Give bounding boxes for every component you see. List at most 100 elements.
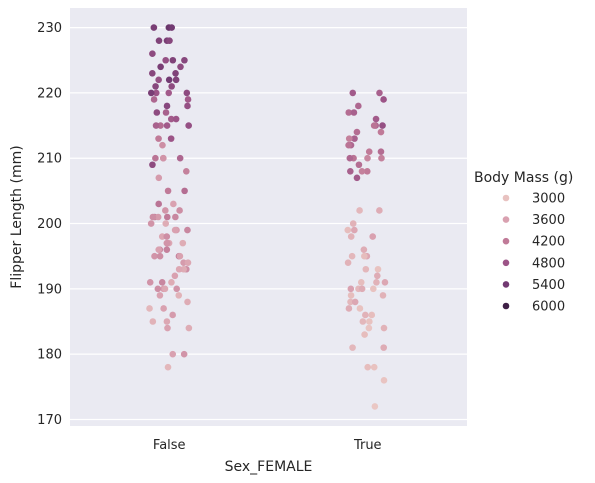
data-point <box>347 292 355 299</box>
data-point <box>374 265 382 273</box>
data-point <box>179 239 187 247</box>
data-point <box>345 135 353 142</box>
data-point <box>163 233 171 240</box>
data-point <box>356 207 363 214</box>
data-point <box>351 226 358 234</box>
data-point <box>351 298 359 306</box>
legend-swatch <box>502 302 510 310</box>
data-point <box>374 272 381 280</box>
data-point <box>149 70 156 77</box>
data-point <box>160 305 167 312</box>
data-point <box>161 285 169 293</box>
data-point <box>377 128 385 136</box>
y-tick-label: 230 <box>37 21 62 36</box>
data-point <box>366 318 373 325</box>
data-point <box>347 233 355 240</box>
data-point <box>151 252 158 260</box>
data-point <box>169 56 177 64</box>
data-point <box>146 279 154 286</box>
data-point <box>163 239 171 247</box>
data-point <box>361 252 368 260</box>
data-point <box>173 285 180 293</box>
data-point <box>156 252 164 260</box>
data-point <box>184 96 192 103</box>
legend-swatch <box>502 259 510 267</box>
legend: Body Mass (g) 3000 3600 4200 4800 5400 6000 <box>474 170 573 315</box>
y-tick-label: 220 <box>37 86 62 101</box>
data-point <box>180 350 188 358</box>
data-point <box>167 135 175 142</box>
data-point <box>349 89 357 97</box>
data-point <box>172 70 179 77</box>
data-point <box>163 102 171 110</box>
data-point <box>171 272 179 280</box>
data-point <box>371 403 379 410</box>
data-point <box>349 220 357 227</box>
data-point <box>379 292 387 299</box>
legend-swatch <box>502 194 510 202</box>
legend-label: 4200 <box>532 235 565 250</box>
data-point <box>184 102 191 110</box>
data-point <box>147 89 155 97</box>
data-point <box>380 344 388 351</box>
data-point <box>345 305 353 312</box>
y-tick-label: 170 <box>37 413 62 428</box>
x-tick-label: True <box>353 438 382 453</box>
data-point <box>353 174 361 182</box>
data-point <box>347 285 355 293</box>
data-point <box>159 154 167 162</box>
data-point <box>171 226 179 234</box>
data-point <box>150 24 158 31</box>
data-point <box>170 200 177 208</box>
data-point <box>162 220 170 227</box>
y-tick-label: 190 <box>37 282 62 297</box>
data-point <box>166 37 173 44</box>
data-point <box>184 298 191 306</box>
data-point <box>358 167 366 175</box>
data-point <box>344 226 352 234</box>
y-axis-ticks: 170 180 190 200 210 220 230 <box>37 21 62 428</box>
data-point <box>346 154 354 162</box>
data-point <box>380 324 388 332</box>
data-point <box>370 285 377 293</box>
data-point <box>165 89 173 97</box>
data-point <box>162 56 169 64</box>
data-point <box>359 318 367 325</box>
y-tick-label: 200 <box>37 217 62 232</box>
legend-swatch <box>502 237 510 245</box>
data-point <box>362 265 370 273</box>
x-axis-ticks: False True <box>153 438 382 453</box>
data-point <box>155 174 163 182</box>
data-point <box>176 207 183 214</box>
data-point <box>355 102 362 110</box>
data-point <box>351 135 358 142</box>
data-point <box>363 167 371 175</box>
data-point <box>152 89 160 97</box>
data-point <box>172 115 180 123</box>
data-point <box>156 292 164 299</box>
data-point <box>380 96 387 103</box>
data-point <box>364 154 371 162</box>
data-point <box>169 311 176 319</box>
data-point <box>356 305 364 312</box>
data-point <box>162 207 169 214</box>
data-point <box>163 213 171 221</box>
data-point <box>347 167 354 175</box>
data-point <box>155 135 162 142</box>
data-point <box>345 109 353 116</box>
data-point <box>167 115 175 123</box>
data-point <box>175 292 183 299</box>
data-point <box>347 298 354 306</box>
data-point <box>155 246 163 253</box>
data-point <box>185 122 192 129</box>
data-point <box>365 324 373 332</box>
data-point <box>376 207 383 214</box>
x-axis-label: Sex_FEMALE <box>225 459 313 475</box>
data-point <box>349 344 356 351</box>
legend-label: 6000 <box>532 300 565 315</box>
data-point <box>353 128 361 136</box>
legend-label: 3600 <box>532 213 565 228</box>
data-point <box>147 220 155 227</box>
data-point <box>378 154 385 162</box>
data-point <box>379 122 386 129</box>
